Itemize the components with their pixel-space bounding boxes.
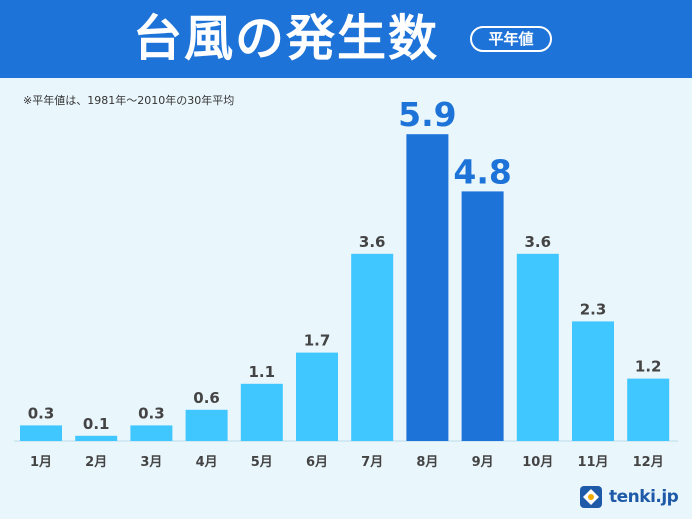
value-label-4月: 0.6 — [193, 389, 220, 407]
bar-5月 — [240, 383, 283, 441]
bar-2月 — [75, 435, 118, 441]
header-banner: 台風の発生数 平年値 — [0, 0, 692, 78]
category-label-2月: 2月 — [85, 455, 107, 470]
category-label-9月: 9月 — [472, 455, 494, 470]
category-label-3月: 3月 — [140, 455, 162, 470]
bar-12月 — [627, 378, 670, 441]
value-label-5月: 1.1 — [249, 363, 276, 381]
page-title: 台風の発生数 — [133, 10, 440, 67]
tenki-logo-text: tenki.jp — [609, 487, 679, 507]
bar-1月 — [20, 425, 62, 441]
value-label-12月: 1.2 — [635, 358, 662, 376]
value-label-8月: 5.9 — [398, 95, 456, 134]
category-label-1月: 1月 — [30, 455, 52, 470]
category-label-11月: 11月 — [577, 455, 608, 470]
bar-3月 — [130, 425, 173, 441]
bar-9月 — [461, 191, 504, 441]
value-label-7月: 3.6 — [359, 233, 386, 251]
category-label-12月: 12月 — [633, 455, 664, 470]
bar-11月 — [572, 321, 614, 441]
bar-6月 — [296, 352, 338, 441]
bar-4月 — [185, 409, 228, 441]
value-label-6月: 1.7 — [304, 332, 331, 350]
bar-8月 — [406, 134, 449, 441]
category-label-8月: 8月 — [416, 455, 438, 470]
bar-7月 — [351, 253, 394, 441]
category-label-6月: 6月 — [306, 455, 328, 470]
value-label-3月: 0.3 — [138, 404, 165, 422]
footnote: ※平年値は、1981年〜2010年の30年平均 — [23, 94, 235, 107]
tenki-logo: tenki.jp — [579, 483, 679, 511]
bar-10月 — [516, 253, 559, 441]
value-label-2月: 0.1 — [83, 415, 110, 433]
category-label-10月: 10月 — [522, 455, 553, 470]
value-label-10月: 3.6 — [525, 233, 552, 251]
category-label-5月: 5月 — [251, 455, 273, 470]
value-label-9月: 4.8 — [453, 152, 511, 191]
value-label-1月: 0.3 — [28, 404, 55, 422]
category-label-7月: 7月 — [361, 455, 383, 470]
tenki-logo-icon — [580, 486, 602, 508]
category-label-4月: 4月 — [196, 455, 218, 470]
value-label-11月: 2.3 — [580, 300, 607, 318]
normal-value-badge: 平年値 — [470, 26, 552, 52]
